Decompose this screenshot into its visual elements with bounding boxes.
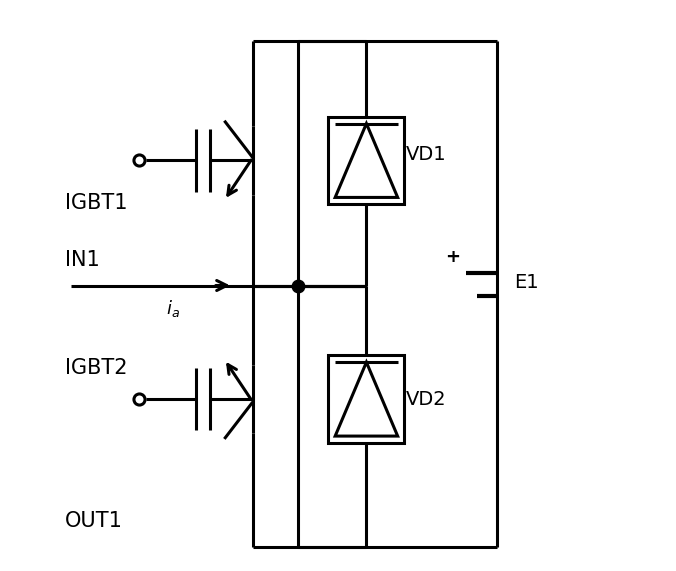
Text: OUT1: OUT1	[66, 511, 123, 531]
Bar	[329, 355, 404, 443]
Text: IN1: IN1	[66, 250, 100, 270]
Text: VD2: VD2	[406, 389, 447, 409]
Text: E1: E1	[514, 273, 539, 292]
Text: IGBT2: IGBT2	[66, 358, 128, 378]
Text: +: +	[445, 248, 460, 266]
Text: IGBT1: IGBT1	[66, 193, 128, 213]
Text: VD1: VD1	[406, 145, 447, 164]
Text: $i_a$: $i_a$	[166, 297, 180, 319]
Bar	[329, 116, 404, 204]
